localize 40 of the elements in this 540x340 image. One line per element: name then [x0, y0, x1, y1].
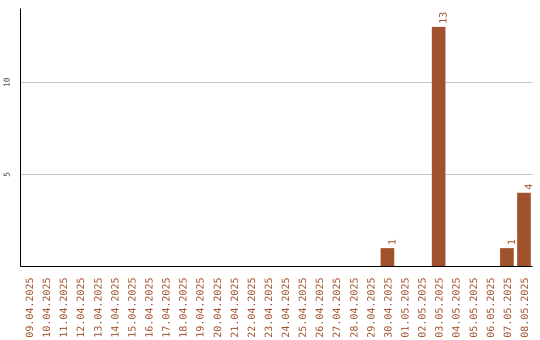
- x-tick-label: 04.05.2025: [452, 277, 463, 338]
- x-tick-label: 27.04.2025: [332, 277, 344, 338]
- x-tick-label: 10.04.2025: [42, 277, 54, 338]
- y-tick-label: 10: [2, 77, 12, 88]
- x-tick-label: 01.05.2025: [400, 277, 412, 338]
- bar: [500, 248, 514, 266]
- x-tick-label: 29.04.2025: [366, 277, 378, 338]
- x-tick-label: 22.04.2025: [246, 277, 258, 338]
- data-label: 13: [438, 12, 450, 24]
- x-tick-label: 03.05.2025: [434, 277, 446, 338]
- x-tick-label: 13.04.2025: [93, 277, 104, 338]
- x-tick-label: 16.04.2025: [144, 277, 156, 338]
- x-tick-label: 18.04.2025: [178, 277, 190, 338]
- y-tick-label: 5: [2, 172, 12, 177]
- x-tick-label: 09.04.2025: [25, 277, 36, 338]
- bar: [517, 192, 531, 266]
- bar: [380, 248, 394, 266]
- x-tick-label: 08.05.2025: [520, 277, 531, 338]
- x-tick-label: 05.05.2025: [468, 277, 480, 338]
- x-tick-label: 14.04.2025: [110, 277, 122, 338]
- x-tick-label: 24.04.2025: [281, 277, 292, 338]
- x-tick-label: 15.04.2025: [127, 277, 138, 338]
- x-tick-label: 23.04.2025: [264, 277, 275, 338]
- x-tick-label: 17.04.2025: [162, 277, 173, 338]
- x-tick-label: 02.05.2025: [418, 277, 429, 338]
- x-tick-label: 26.04.2025: [315, 277, 326, 338]
- data-label: 1: [387, 239, 398, 246]
- x-tick-label: 25.04.2025: [298, 277, 310, 338]
- bar: [432, 26, 446, 266]
- x-tick-label: 11.04.2025: [59, 277, 70, 338]
- x-tick-label: 19.04.2025: [196, 277, 207, 338]
- x-tick-label: 30.04.2025: [383, 277, 394, 338]
- data-label: 4: [524, 184, 535, 190]
- x-tick-label: 21.04.2025: [230, 277, 241, 338]
- x-tick-label: 07.05.2025: [502, 277, 514, 338]
- x-tick-label: 12.04.2025: [76, 277, 88, 338]
- data-label: 1: [506, 239, 518, 246]
- x-tick-label: 20.04.2025: [212, 277, 224, 338]
- x-tick-label: 28.04.2025: [349, 277, 360, 338]
- x-tick-label: 06.05.2025: [486, 277, 497, 338]
